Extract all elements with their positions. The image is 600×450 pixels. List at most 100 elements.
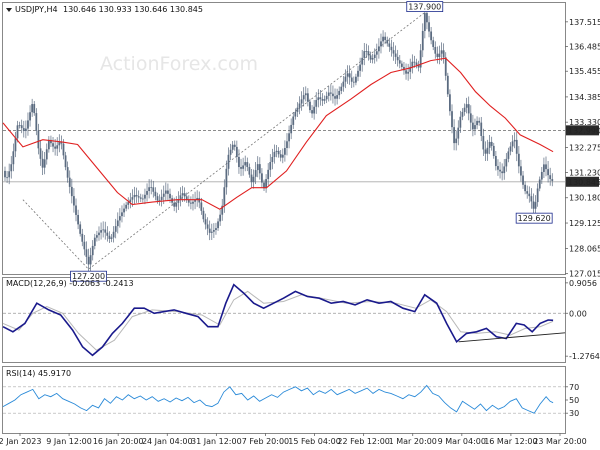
candle-body: [486, 147, 489, 154]
price-annotation-box: [70, 270, 107, 282]
candle-body: [158, 199, 161, 201]
candle-body: [240, 167, 242, 169]
candle-body: [296, 107, 299, 112]
candle-body: [352, 81, 355, 83]
candle-body: [189, 202, 192, 204]
ohlc-readout: 130.646 130.933 130.646 130.845: [63, 5, 203, 14]
candle-body: [110, 237, 113, 239]
candle-body: [219, 214, 222, 222]
candle-body: [100, 230, 102, 233]
candle-body: [79, 224, 82, 234]
candle-body: [139, 197, 142, 199]
candle-body: [225, 168, 228, 188]
candle-body: [221, 205, 224, 215]
candle-body: [536, 188, 539, 203]
candle-body: [118, 216, 121, 221]
candle-body: [440, 50, 443, 54]
candle-body: [66, 167, 69, 178]
candle-body: [283, 148, 286, 155]
candle-body: [419, 50, 422, 68]
rsi-line: [2, 384, 554, 414]
candle-body: [396, 56, 399, 61]
candle-body: [64, 155, 67, 168]
candle-body: [398, 60, 401, 64]
price-axis-label: 132.275: [569, 143, 600, 152]
candle-body: [455, 138, 458, 144]
candle-body: [499, 169, 501, 172]
candle-body: [540, 171, 543, 180]
candle-body: [438, 53, 441, 58]
candle-body: [334, 96, 336, 99]
candle-body: [164, 190, 167, 194]
candle-body: [392, 50, 395, 54]
candle-body: [250, 174, 253, 183]
candle-body: [18, 125, 21, 127]
candle-body: [39, 148, 42, 159]
candle-body: [173, 202, 176, 207]
candle-body: [258, 164, 261, 174]
candle-body: [150, 187, 153, 189]
candle-body: [545, 164, 547, 170]
candle-body: [169, 193, 171, 199]
candle-body: [244, 162, 247, 166]
candle-body: [12, 151, 15, 165]
candle-body: [547, 169, 549, 176]
candle-body: [93, 237, 96, 246]
candle-body: [135, 194, 138, 197]
candle-body: [436, 53, 439, 58]
candle-body: [430, 31, 433, 41]
candle-body: [154, 191, 157, 197]
candle-body: [501, 171, 504, 174]
candle-body: [346, 73, 349, 77]
time-axis-label: 9 Jan 12:00: [46, 437, 92, 446]
price-axis-label: 129.125: [569, 219, 600, 228]
candle-body: [327, 92, 330, 96]
candle-body: [459, 116, 462, 128]
candle-body: [488, 141, 491, 148]
candle-body: [175, 202, 178, 207]
candle-body: [474, 125, 476, 130]
candle-body: [273, 151, 276, 157]
candle-body: [515, 139, 518, 154]
current-price-tag: [566, 176, 599, 187]
candle-body: [290, 124, 293, 134]
candle-body: [415, 62, 418, 65]
candle-body: [167, 190, 169, 194]
candle-body: [14, 138, 17, 152]
macd-axis-label: 0.9056: [569, 279, 597, 288]
candle-body: [361, 57, 364, 65]
candle-body: [451, 111, 453, 128]
candle-body: [248, 167, 251, 175]
candle-body: [269, 162, 272, 170]
price-annotation-label: 127.200: [72, 272, 105, 281]
candle-body: [413, 61, 416, 63]
candle-body: [329, 92, 332, 94]
candle-body: [10, 164, 13, 172]
candle-body: [47, 139, 50, 150]
time-axis-label: 7 Feb 20:00: [242, 437, 289, 446]
candle-body: [212, 230, 215, 232]
candle-body: [530, 196, 533, 202]
candle-body: [551, 179, 554, 181]
candle-body: [206, 224, 209, 229]
price-layer: 137.900 127.200 129.620: [2, 1, 565, 282]
candle-body: [543, 164, 545, 172]
price-axis-label: 128.065: [569, 244, 600, 253]
candle-body: [231, 144, 234, 150]
price-axis-label: 135.455: [569, 67, 600, 76]
candle-body: [509, 146, 512, 152]
dropdown-triangle-icon[interactable]: [6, 8, 12, 12]
candle-body: [98, 232, 100, 236]
candle-body: [281, 154, 284, 158]
rsi-axis-label: 70: [569, 383, 579, 392]
reference-level-label: 132.990: [568, 126, 600, 135]
candle-body: [386, 40, 389, 44]
candle-body: [409, 66, 412, 72]
candle-body: [497, 166, 499, 170]
candle-body: [87, 256, 90, 265]
candle-body: [522, 175, 524, 185]
candle-body: [54, 146, 57, 149]
candle-body: [484, 149, 487, 154]
